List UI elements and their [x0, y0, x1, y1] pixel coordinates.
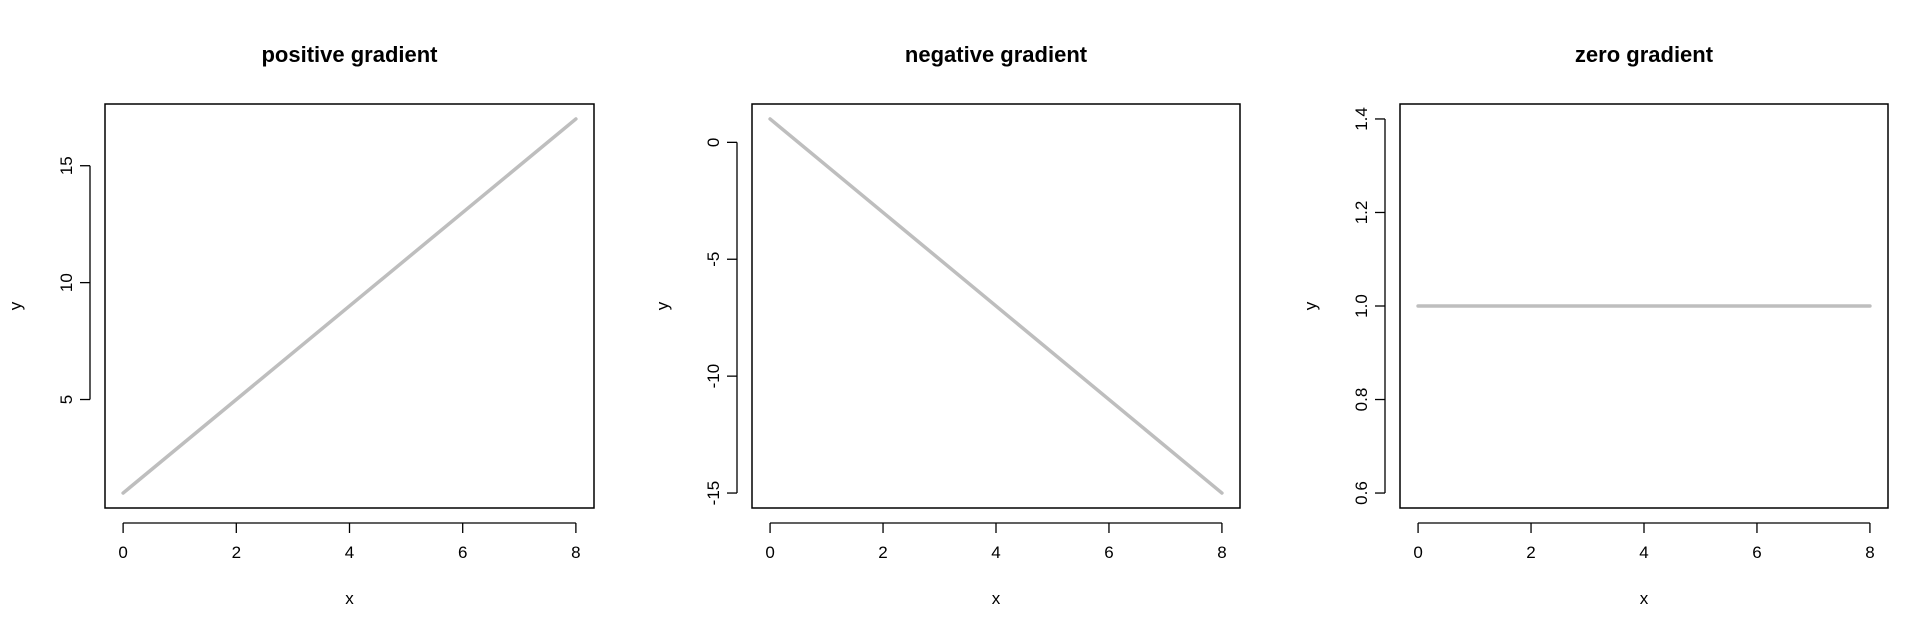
x-tick-label: 8: [571, 543, 580, 562]
series-line: [121, 117, 578, 495]
x-tick-label: 4: [991, 543, 1000, 562]
y-tick-label: 1.2: [1352, 201, 1371, 225]
x-tick-label: 4: [345, 543, 354, 562]
y-tick-label: 1.0: [1352, 294, 1371, 318]
plot-frame: [104, 103, 595, 509]
chart-title: zero gradient: [1575, 42, 1714, 67]
x-tick-label: 2: [1526, 543, 1535, 562]
y-tick-label: 0.8: [1352, 388, 1371, 412]
y-tick-label: -15: [704, 481, 723, 506]
chart-title: negative gradient: [905, 42, 1088, 67]
y-tick-label: 5: [57, 395, 76, 404]
plot-frame: [1399, 103, 1889, 509]
x-tick-label: 6: [1752, 543, 1761, 562]
y-tick-label: 15: [57, 156, 76, 175]
x-tick-label: 4: [1639, 543, 1648, 562]
plot-frame: [751, 103, 1241, 509]
x-tick-label: 8: [1217, 543, 1226, 562]
x-tick-label: 0: [118, 543, 127, 562]
chart-panel-2: negative gradient 0 2 4 6 8 -15 -10 -5 0 x y: [653, 42, 1241, 608]
x-axis-label: x: [345, 589, 354, 608]
y-axis-label: y: [653, 301, 672, 310]
y-tick-label: -10: [704, 364, 723, 389]
y-tick-label: 0.6: [1352, 481, 1371, 505]
x-axis-label: x: [992, 589, 1001, 608]
x-tick-label: 0: [765, 543, 774, 562]
y-axis-label: y: [1301, 301, 1320, 310]
x-tick-label: 8: [1865, 543, 1874, 562]
y-axis-label: y: [6, 301, 25, 310]
y-tick-label: 1.4: [1352, 107, 1371, 131]
chart-panel-3: zero gradient 0 2 4 6 8 0.6 0.8 1.0 1.2 1.4 x y: [1301, 42, 1889, 608]
x-tick-label: 6: [1104, 543, 1113, 562]
x-tick-label: 6: [458, 543, 467, 562]
x-axis-label: x: [1640, 589, 1649, 608]
chart-panel-1: positive gradient 0 2 4 6 8 5 10 15 x y: [6, 42, 595, 608]
y-tick-label: 10: [57, 273, 76, 292]
y-tick-label: -5: [704, 252, 723, 267]
x-tick-label: 2: [232, 543, 241, 562]
x-tick-label: 2: [878, 543, 887, 562]
series-line: [768, 117, 1224, 495]
chart-title: positive gradient: [261, 42, 438, 67]
x-tick-label: 0: [1413, 543, 1422, 562]
y-tick-label: 0: [704, 138, 723, 147]
